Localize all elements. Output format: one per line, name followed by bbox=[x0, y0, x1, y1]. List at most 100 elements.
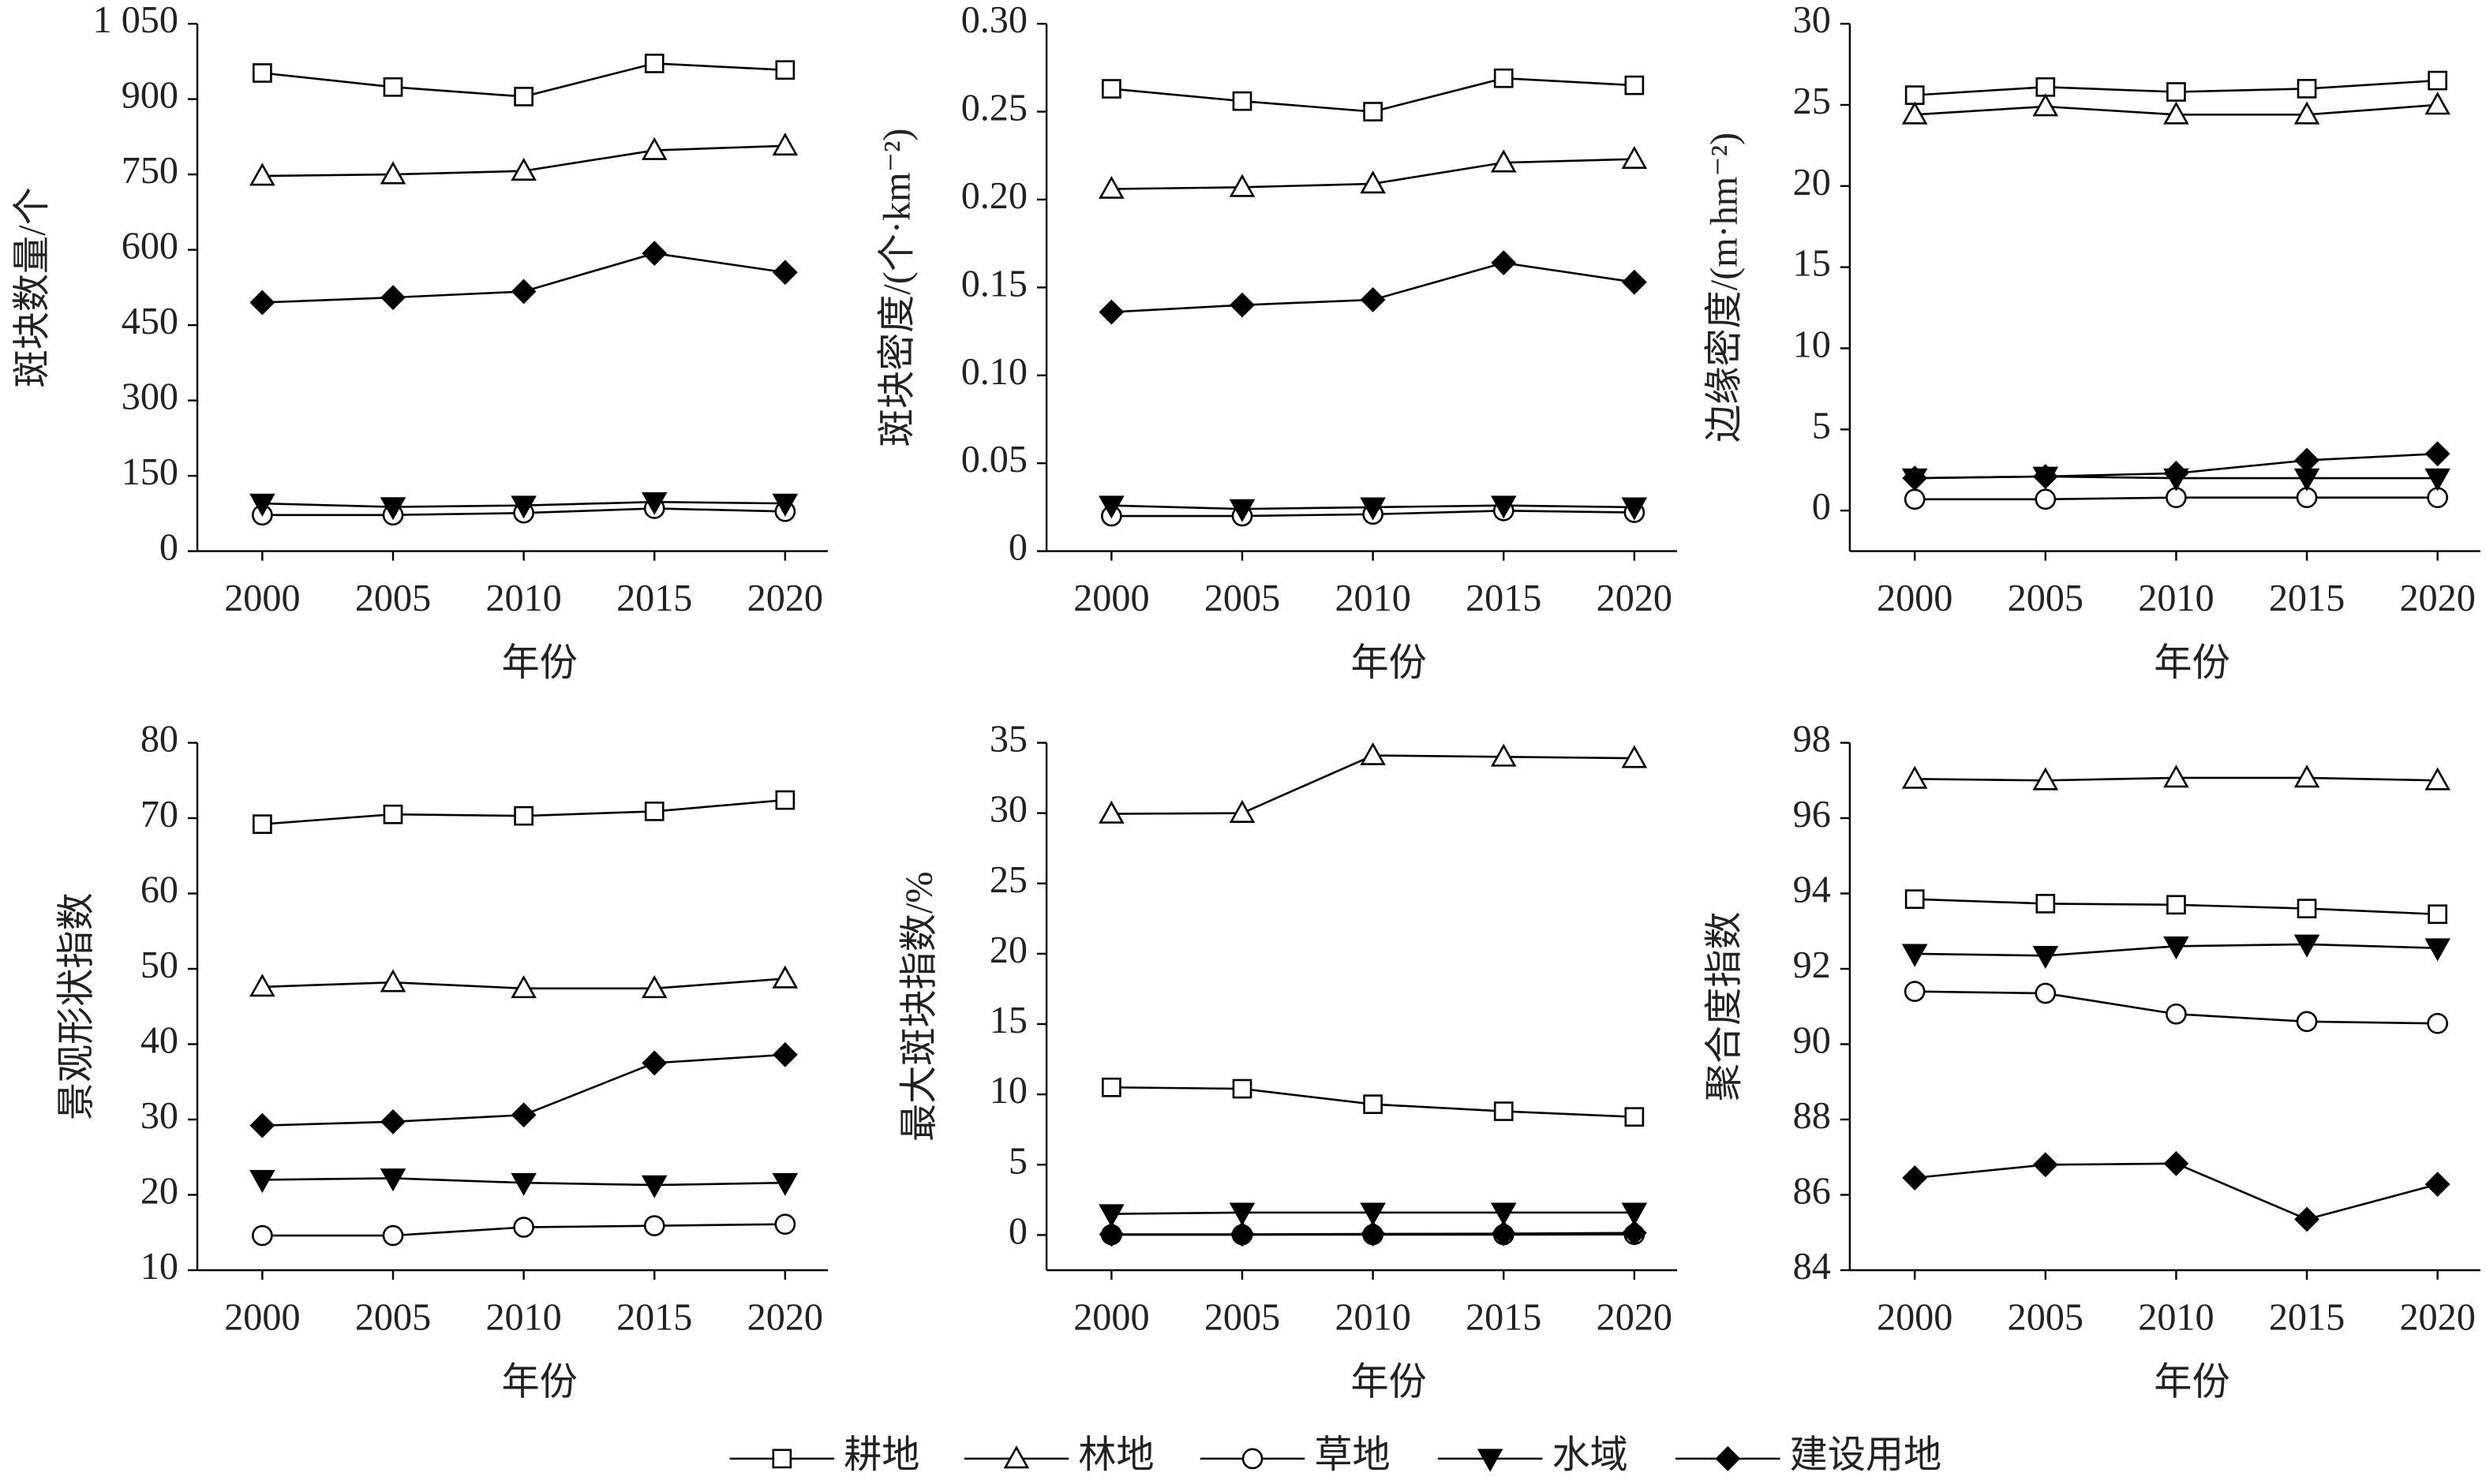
legend-label: 建设用地 bbox=[1790, 1434, 1942, 1476]
marker-triangle bbox=[1901, 765, 1928, 789]
y-tick-label: 20 bbox=[1793, 162, 1831, 204]
y-tick-label: 10 bbox=[990, 1070, 1028, 1112]
marker-triangle bbox=[511, 975, 537, 999]
y-tick-label: 0.20 bbox=[961, 175, 1028, 217]
x-axis-label: 年份 bbox=[2154, 1362, 2230, 1404]
x-axis-label: 年份 bbox=[502, 1362, 578, 1404]
legend-label: 林地 bbox=[1078, 1434, 1154, 1476]
marker-square bbox=[1363, 1094, 1383, 1114]
y-tick-label: 0.15 bbox=[961, 263, 1028, 305]
x-tick-label: 2000 bbox=[1877, 578, 1952, 619]
x-tick-label: 2015 bbox=[2269, 578, 2345, 619]
x-tick-label: 2010 bbox=[485, 1296, 561, 1338]
marker-triangle-down bbox=[772, 493, 799, 517]
marker-square bbox=[383, 77, 403, 97]
y-tick-label: 5 bbox=[1812, 405, 1831, 447]
marker-triangle bbox=[641, 975, 668, 999]
y-tick-label: 0 bbox=[159, 527, 178, 569]
marker-diamond bbox=[772, 260, 798, 286]
marker-diamond bbox=[1902, 1165, 1928, 1191]
y-tick-label: 80 bbox=[140, 719, 178, 761]
y-tick-label: 92 bbox=[1793, 944, 1831, 986]
y-tick-label: 15 bbox=[990, 1000, 1028, 1041]
y-tick-label: 0.05 bbox=[961, 439, 1028, 480]
y-tick-label: 30 bbox=[1793, 0, 1831, 41]
marker-triangle-down bbox=[2163, 936, 2189, 960]
marker-triangle bbox=[2032, 93, 2059, 117]
y-tick-label: 96 bbox=[1793, 794, 1831, 835]
marker-triangle-down bbox=[380, 1168, 406, 1192]
marker-diamond bbox=[1099, 1221, 1125, 1247]
y-axis-label: 聚合度指数 bbox=[1703, 911, 1745, 1101]
legend-label: 水域 bbox=[1552, 1434, 1627, 1476]
x-tick-label: 2005 bbox=[1204, 578, 1280, 619]
x-tick-label: 2005 bbox=[1204, 1296, 1280, 1338]
marker-triangle-down bbox=[249, 1170, 275, 1194]
marker-square bbox=[775, 60, 796, 80]
marker-diamond bbox=[1360, 1221, 1386, 1247]
marker-square bbox=[775, 790, 796, 810]
marker-circle bbox=[1904, 488, 1926, 510]
marker-triangle bbox=[772, 133, 799, 156]
y-tick-label: 84 bbox=[1793, 1246, 1831, 1288]
marker-diamond bbox=[2163, 1150, 2189, 1176]
marker-square bbox=[2035, 894, 2056, 914]
y-tick-label: 0.30 bbox=[961, 0, 1028, 41]
marker-square bbox=[1493, 1101, 1514, 1121]
x-tick-label: 2015 bbox=[1466, 578, 1541, 619]
marker-triangle bbox=[1490, 149, 1517, 173]
marker-circle bbox=[2427, 1012, 2448, 1034]
marker-triangle bbox=[2424, 92, 2450, 115]
x-axis-label: 年份 bbox=[2154, 642, 2230, 684]
marker-triangle bbox=[249, 974, 275, 997]
legend-marker bbox=[1003, 1445, 1030, 1469]
marker-circle bbox=[513, 1217, 534, 1238]
marker-diamond bbox=[2032, 1152, 2058, 1178]
marker-triangle bbox=[1621, 745, 1648, 768]
marker-square bbox=[2428, 904, 2447, 925]
marker-triangle-down bbox=[1360, 497, 1386, 521]
marker-square bbox=[644, 54, 665, 73]
x-tick-label: 2015 bbox=[2269, 1296, 2345, 1338]
y-axis-label: 最大斑块指数/% bbox=[899, 872, 941, 1142]
x-tick-label: 2010 bbox=[1335, 1296, 1410, 1338]
marker-triangle bbox=[772, 965, 799, 989]
y-tick-label: 0 bbox=[1009, 527, 1028, 569]
marker-circle bbox=[2035, 982, 2057, 1004]
marker-diamond bbox=[772, 1041, 798, 1067]
y-tick-label: 150 bbox=[122, 451, 178, 493]
x-tick-label: 2015 bbox=[616, 1296, 692, 1338]
marker-triangle-down bbox=[380, 497, 406, 521]
marker-diamond bbox=[380, 285, 406, 310]
x-tick-label: 2020 bbox=[1597, 1296, 1672, 1338]
marker-diamond bbox=[1491, 250, 1517, 276]
marker-diamond bbox=[249, 290, 275, 316]
x-tick-label: 2020 bbox=[2399, 578, 2475, 619]
marker-square bbox=[1624, 1107, 1645, 1127]
y-tick-label: 300 bbox=[122, 376, 178, 418]
x-tick-label: 2010 bbox=[2138, 1296, 2214, 1338]
marker-triangle-down bbox=[1229, 1202, 1256, 1226]
y-tick-label: 50 bbox=[140, 944, 178, 986]
marker-circle bbox=[382, 1224, 404, 1247]
x-axis-label: 年份 bbox=[502, 642, 578, 684]
marker-square bbox=[2166, 895, 2186, 915]
x-tick-label: 2020 bbox=[747, 578, 823, 619]
x-tick-label: 2000 bbox=[1877, 1296, 1952, 1338]
marker-triangle bbox=[2163, 764, 2189, 788]
marker-triangle bbox=[1490, 743, 1517, 767]
legend-marker bbox=[1241, 1448, 1264, 1470]
marker-diamond bbox=[642, 241, 668, 266]
marker-triangle bbox=[641, 136, 668, 160]
marker-triangle bbox=[2293, 764, 2320, 788]
marker-diamond bbox=[511, 1102, 537, 1128]
x-tick-label: 2010 bbox=[2138, 578, 2214, 619]
x-tick-label: 2020 bbox=[2399, 1296, 2475, 1338]
y-tick-label: 94 bbox=[1793, 869, 1831, 911]
y-tick-label: 20 bbox=[990, 929, 1028, 971]
marker-diamond bbox=[2163, 460, 2189, 486]
marker-triangle bbox=[1099, 175, 1125, 199]
marker-triangle bbox=[1621, 145, 1648, 170]
y-axis-label: 斑块密度/(个·km⁻²) bbox=[876, 129, 918, 447]
y-tick-label: 0.25 bbox=[961, 88, 1028, 129]
